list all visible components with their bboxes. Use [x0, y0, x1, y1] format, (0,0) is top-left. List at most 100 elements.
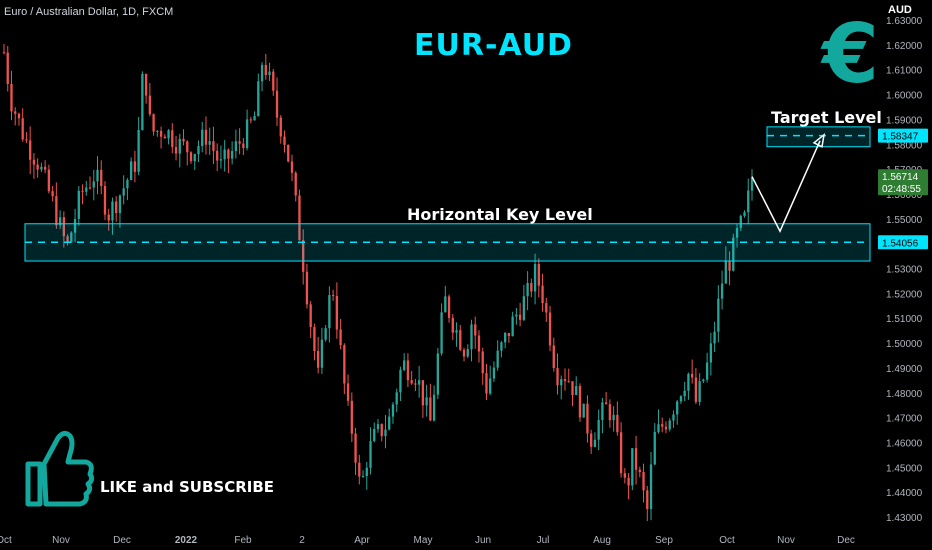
candle-body[interactable] [29, 140, 32, 160]
candle-body[interactable] [578, 386, 582, 418]
candle-body[interactable] [331, 295, 335, 297]
candle-body[interactable] [601, 402, 604, 421]
candle-body[interactable] [141, 73, 144, 130]
candle-body[interactable] [608, 404, 612, 421]
candle-body[interactable] [223, 149, 226, 160]
candle-body[interactable] [234, 141, 238, 152]
candle-body[interactable] [664, 426, 668, 430]
candle-body[interactable] [204, 129, 208, 145]
candle-body[interactable] [705, 362, 709, 380]
candle-body[interactable] [709, 343, 713, 363]
candle-body[interactable] [171, 130, 174, 148]
candle-body[interactable] [317, 350, 320, 368]
candle-body[interactable] [634, 448, 638, 470]
candle-body[interactable] [137, 129, 140, 172]
candle-body[interactable] [32, 159, 36, 165]
candle-body[interactable] [189, 152, 193, 162]
candle-body[interactable] [429, 397, 432, 421]
candle-body[interactable] [373, 429, 376, 442]
candle-body[interactable] [358, 462, 361, 477]
candle-body[interactable] [728, 260, 731, 271]
candle-body[interactable] [133, 161, 137, 172]
candle-body[interactable] [657, 424, 660, 432]
candle-body[interactable] [287, 144, 290, 162]
candle-body[interactable] [507, 332, 511, 337]
candle-body[interactable] [197, 146, 200, 155]
candle-body[interactable] [343, 345, 346, 384]
candle-body[interactable] [174, 147, 178, 154]
candle-body[interactable] [339, 329, 342, 346]
candle-body[interactable] [298, 195, 301, 241]
candle-body[interactable] [567, 381, 570, 383]
candle-body[interactable] [410, 380, 413, 384]
candle-body[interactable] [470, 324, 473, 350]
candle-body[interactable] [320, 339, 324, 368]
candle-body[interactable] [747, 190, 750, 213]
candle-body[interactable] [511, 316, 514, 337]
candle-body[interactable] [582, 403, 585, 418]
candle-body[interactable] [335, 296, 339, 330]
candle-body[interactable] [70, 232, 73, 243]
candle-body[interactable] [440, 312, 443, 354]
candle-body[interactable] [604, 402, 608, 405]
candle-body[interactable] [679, 396, 683, 402]
candle-body[interactable] [313, 327, 316, 351]
candle-body[interactable] [144, 73, 148, 96]
candle-body[interactable] [642, 472, 645, 491]
candle-body[interactable] [496, 350, 499, 368]
candle-body[interactable] [62, 217, 65, 237]
candle-body[interactable] [649, 464, 653, 510]
candle-body[interactable] [638, 469, 641, 473]
candle-body[interactable] [485, 373, 488, 394]
candle-body[interactable] [597, 420, 600, 440]
candle-body[interactable] [724, 260, 727, 284]
candle-body[interactable] [163, 136, 166, 139]
candle-body[interactable] [571, 381, 574, 395]
candle-body[interactable] [661, 424, 664, 427]
candle-body[interactable] [283, 136, 286, 145]
candle-body[interactable] [107, 214, 110, 221]
candle-body[interactable] [85, 187, 88, 192]
candle-body[interactable] [122, 188, 125, 196]
candle-body[interactable] [6, 52, 9, 84]
candle-body[interactable] [152, 114, 155, 132]
candle-body[interactable] [249, 119, 252, 121]
candle-body[interactable] [380, 424, 383, 437]
candle-body[interactable] [619, 432, 623, 474]
candle-body[interactable] [40, 166, 43, 170]
candle-body[interactable] [186, 141, 189, 153]
candle-body[interactable] [55, 196, 58, 226]
candle-body[interactable] [21, 118, 24, 140]
symbol-source-label[interactable]: Euro / Australian Dollar, 1D, FXCM [4, 6, 174, 18]
candle-body[interactable] [230, 151, 234, 159]
candle-body[interactable] [399, 369, 402, 393]
candle-body[interactable] [391, 404, 395, 417]
candle-body[interactable] [474, 324, 477, 336]
candle-body[interactable] [515, 314, 518, 317]
candle-body[interactable] [481, 351, 484, 374]
candle-body[interactable] [328, 295, 331, 329]
candle-body[interactable] [167, 130, 170, 139]
candle-body[interactable] [735, 227, 739, 238]
candle-body[interactable] [552, 345, 555, 369]
candle-body[interactable] [47, 169, 51, 192]
candle-body[interactable] [444, 296, 447, 313]
candle-body[interactable] [489, 378, 492, 394]
candle-body[interactable] [208, 141, 211, 145]
candle-body[interactable] [51, 191, 54, 197]
candle-body[interactable] [227, 149, 230, 159]
candle-body[interactable] [118, 195, 122, 214]
candle-body[interactable] [477, 335, 481, 352]
candle-body[interactable] [182, 138, 185, 142]
candle-body[interactable] [492, 367, 496, 379]
candle-body[interactable] [713, 331, 716, 344]
candle-body[interactable] [201, 129, 204, 147]
candle-body[interactable] [260, 64, 264, 82]
candle-body[interactable] [518, 314, 522, 320]
candle-body[interactable] [257, 81, 260, 117]
candle-body[interactable] [238, 141, 241, 144]
candle-body[interactable] [421, 380, 425, 406]
candle-body[interactable] [14, 111, 17, 114]
candle-body[interactable] [403, 360, 406, 370]
